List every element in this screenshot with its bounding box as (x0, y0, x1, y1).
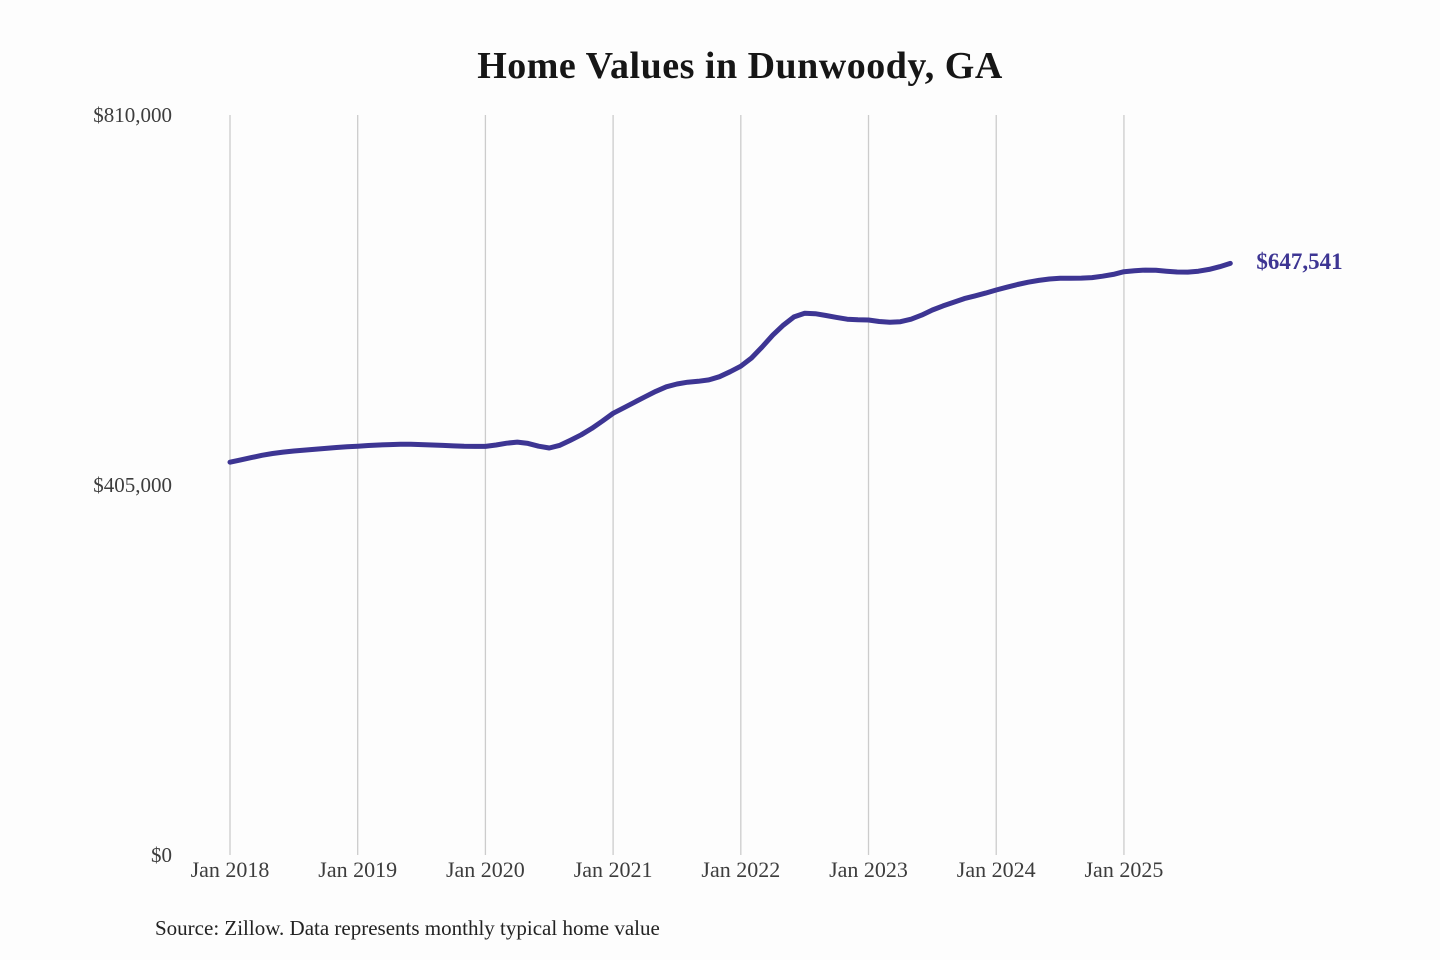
x-axis-tick-label: Jan 2018 (190, 857, 270, 882)
x-axis-tick-label: Jan 2021 (573, 857, 653, 882)
x-axis-tick-label: Jan 2025 (1084, 857, 1164, 882)
chart-title: Home Values in Dunwoody, GA (477, 45, 1003, 87)
x-axis-tick-label: Jan 2020 (445, 857, 525, 882)
latest-value-label: $647,541 (1256, 249, 1343, 275)
y-axis-tick-label: $405,000 (93, 473, 172, 497)
source-note: Source: Zillow. Data represents monthly … (155, 916, 660, 940)
x-axis-tick-label: Jan 2022 (701, 857, 781, 882)
x-axis-tick-label: Jan 2024 (956, 857, 1036, 882)
y-axis-tick-label: $0 (151, 843, 172, 867)
x-axis-tick-label: Jan 2023 (829, 857, 908, 882)
x-axis-tick-label: Jan 2019 (318, 857, 398, 882)
home-value-line (227, 260, 1233, 465)
y-axis-tick-label: $810,000 (93, 103, 172, 127)
